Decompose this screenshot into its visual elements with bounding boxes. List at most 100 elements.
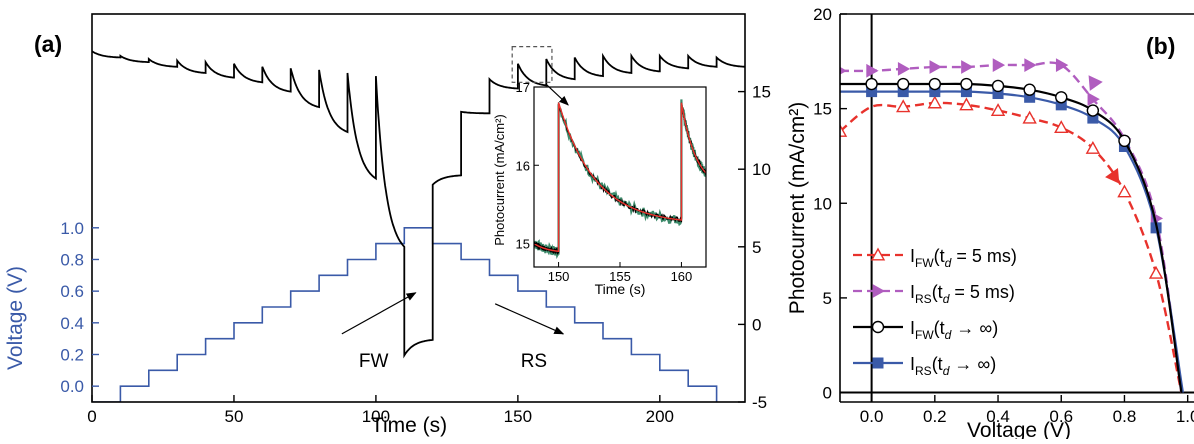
b-ytick-label-3: 15 <box>813 100 832 119</box>
a-ytick-right-label-0: -5 <box>752 393 767 412</box>
series-1-point-6 <box>1024 58 1037 72</box>
inset-ylabel: Photocurrent (mA/cm²) <box>492 114 507 245</box>
b-xtick-label-0: 0.0 <box>860 407 884 426</box>
series-2-point-8 <box>1118 134 1131 148</box>
series-1-point-8 <box>1087 92 1100 107</box>
annotation-rs: RS <box>521 351 547 372</box>
series-2-point-1 <box>897 77 910 91</box>
series-0-point-5 <box>1022 110 1037 124</box>
legend-entry-0-part-4: = 5 ms) <box>951 246 1017 266</box>
direction-arrow-0 <box>1105 168 1120 184</box>
inset-ytick-label-0: 15 <box>516 237 530 252</box>
series-1-point-2 <box>897 62 911 76</box>
direction-arrow-1 <box>1088 75 1103 91</box>
series-1-point-3 <box>929 60 942 74</box>
series-1-point-4 <box>961 60 974 74</box>
series-line-1 <box>840 61 1183 393</box>
legend-entry-1-part-3: d <box>943 292 950 306</box>
legend-entry-0-part-2: (t <box>934 246 945 266</box>
b-xtick-label-5: 1.0 <box>1176 407 1194 426</box>
legend-entry-2-part-1: FW <box>915 328 934 342</box>
series-2 <box>840 77 1183 393</box>
legend-entry-3-part-0: I <box>910 354 915 374</box>
series-1-point-1 <box>866 63 879 78</box>
a-ytick-right-label-4: 15 <box>752 83 771 102</box>
legend-entry-3: IRS(td → ∞) <box>910 354 996 378</box>
photocurrent-series <box>92 50 745 359</box>
series-2-point-2 <box>928 77 942 91</box>
panel-a-ylabel-left: Voltage (V) <box>4 266 27 370</box>
series-0-point-9 <box>1148 265 1164 279</box>
legend-entry-1-part-0: I <box>910 282 915 302</box>
panel-a-frame <box>91 13 746 403</box>
inset-ytick-label-1: 16 <box>516 158 530 173</box>
legend-swatch-marker-1 <box>872 284 886 298</box>
series-0-point-0 <box>840 123 848 137</box>
series-2-point-3 <box>960 77 973 91</box>
inset-xlabel: Time (s) <box>595 281 646 297</box>
legend-entry-2-part-4: → ∞) <box>951 318 998 338</box>
inset-fit <box>534 102 706 252</box>
series-0-point-6 <box>1054 120 1069 134</box>
a-xtick-label-3: 150 <box>504 407 532 426</box>
legend-entry-1-part-2: (t <box>932 282 943 302</box>
legend-swatch-marker-0 <box>870 247 886 261</box>
annotation-fw: FW <box>359 351 389 372</box>
b-ytick-label-0: 0 <box>823 384 832 403</box>
voltage-series <box>92 227 718 402</box>
legend-entry-3-part-2: (t <box>932 354 943 374</box>
legend-entry-1-part-1: RS <box>915 292 932 306</box>
series-0-point-4 <box>990 103 1006 117</box>
annotation-arrow-fw <box>341 292 417 335</box>
legend-entry-3-part-4: → ∞) <box>949 354 996 374</box>
a-ytick-right-label-1: 0 <box>752 315 761 334</box>
series-0-point-8 <box>1117 184 1132 198</box>
zoom-arrow <box>545 83 569 106</box>
inset-background <box>534 87 706 267</box>
a-ytick-left-label-0: 0.0 <box>60 377 84 396</box>
a-xtick-label-1: 50 <box>224 407 243 426</box>
b-xtick-label-1: 0.2 <box>923 407 947 426</box>
b-ytick-label-2: 10 <box>813 194 832 213</box>
b-ytick-label-1: 5 <box>823 289 832 308</box>
a-xtick-label-4: 200 <box>646 407 674 426</box>
series-3 <box>840 86 1184 393</box>
inset-plot: 150 155 160 15 16 17 Time (s) Photocurrent (m… <box>492 80 707 297</box>
series-2-point-0 <box>865 77 878 91</box>
panel-a-label: (a) <box>34 31 62 57</box>
panel-b: 0.0 0.2 0.4 0.6 0.8 1.0 0 5 10 15 20 (b) Voltage … <box>786 5 1194 442</box>
a-ytick-right-label-2: 5 <box>752 238 761 257</box>
panel-a-xlabel: Time (s) <box>371 414 447 437</box>
panel-b-ylabel: Photocurrent (mA/cm²) <box>786 102 809 314</box>
series-2-point-6 <box>1055 91 1068 104</box>
a-ytick-left-label-5: 1.0 <box>60 219 84 238</box>
a-ytick-left-label-4: 0.8 <box>60 250 84 269</box>
series-2-point-4 <box>991 79 1005 93</box>
legend-entry-1: IRS(td = 5 ms) <box>910 282 1015 306</box>
panel-b-label: (b) <box>1146 33 1175 59</box>
series-1-point-7 <box>1055 58 1069 72</box>
a-ytick-left-label-2: 0.4 <box>60 314 84 333</box>
b-xtick-label-4: 0.8 <box>1113 407 1137 426</box>
b-xtick-label-3: 0.6 <box>1049 407 1073 426</box>
series-line-2 <box>840 82 1183 393</box>
a-ytick-left-label-3: 0.6 <box>60 282 84 301</box>
a-ytick-left-label-1: 0.2 <box>60 345 84 364</box>
series-0-point-7 <box>1085 140 1101 154</box>
series-1-point-5 <box>992 58 1006 72</box>
series-2-point-5 <box>1023 83 1036 96</box>
legend-entry-2: IFW(td → ∞) <box>910 318 998 342</box>
legend-entry-3-part-3: d <box>943 364 950 378</box>
a-xtick-label-0: 0 <box>87 407 96 426</box>
inset-ytick-label-2: 17 <box>516 80 530 95</box>
series-1 <box>840 58 1183 393</box>
legend-entry-2-part-0: I <box>910 318 915 338</box>
a-ytick-right-label-3: 10 <box>752 160 771 179</box>
series-line-3 <box>840 90 1184 393</box>
b-ytick-label-4: 20 <box>813 5 832 24</box>
legend-entry-2-part-3: d <box>945 328 952 342</box>
series-0-point-1 <box>896 99 911 113</box>
legend-entry-1-part-4: = 5 ms) <box>949 282 1015 302</box>
legend-entry-0-part-0: I <box>910 246 915 266</box>
